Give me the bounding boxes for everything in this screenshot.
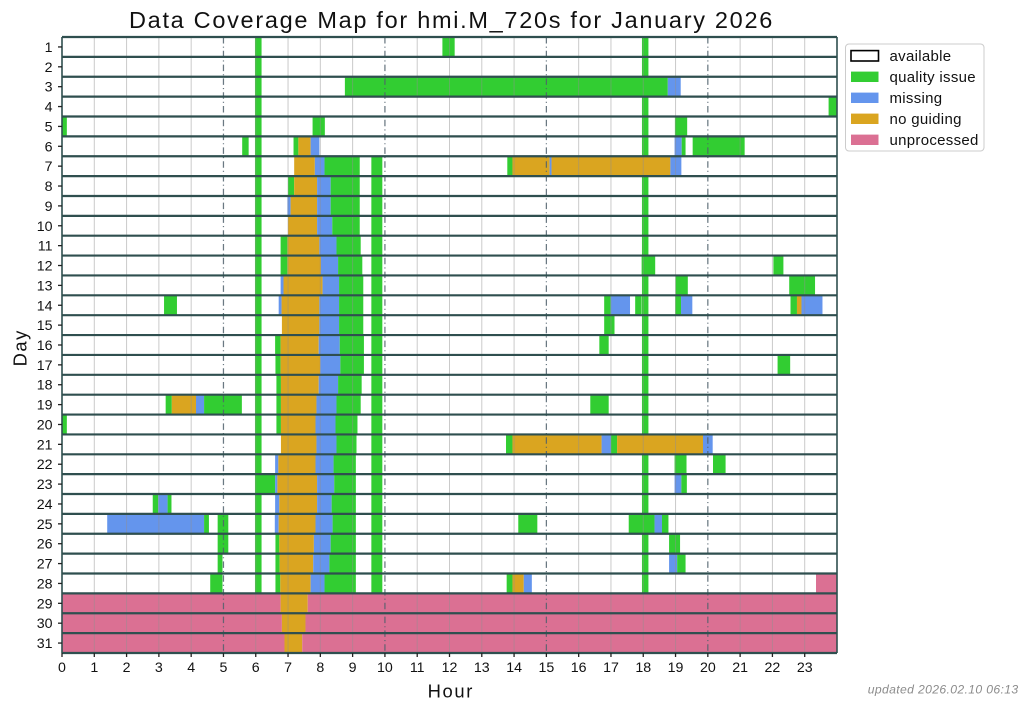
- svg-text:missing: missing: [890, 90, 943, 107]
- svg-text:6: 6: [252, 660, 260, 676]
- svg-text:14: 14: [37, 298, 53, 314]
- svg-text:Data Coverage Map for hmi.M_72: Data Coverage Map for hmi.M_720s for Jan…: [129, 7, 774, 33]
- svg-text:13: 13: [474, 660, 490, 676]
- svg-text:24: 24: [37, 497, 53, 513]
- svg-text:15: 15: [538, 660, 554, 676]
- svg-text:8: 8: [316, 660, 324, 676]
- svg-text:17: 17: [37, 358, 53, 374]
- svg-text:19: 19: [37, 398, 53, 414]
- svg-text:1: 1: [45, 40, 53, 56]
- svg-text:5: 5: [220, 660, 228, 676]
- svg-text:0: 0: [58, 660, 66, 676]
- svg-text:11: 11: [38, 239, 53, 255]
- svg-text:21: 21: [732, 660, 748, 676]
- svg-text:12: 12: [442, 660, 458, 676]
- svg-text:5: 5: [45, 119, 53, 135]
- svg-text:8: 8: [45, 179, 53, 195]
- svg-text:1: 1: [90, 660, 98, 676]
- svg-text:23: 23: [797, 660, 813, 676]
- svg-text:10: 10: [377, 660, 393, 676]
- svg-text:17: 17: [603, 660, 619, 676]
- svg-text:Hour: Hour: [428, 681, 474, 702]
- svg-text:25: 25: [37, 517, 53, 533]
- svg-text:available: available: [890, 48, 952, 65]
- svg-text:7: 7: [284, 660, 292, 676]
- svg-text:27: 27: [37, 557, 53, 573]
- svg-text:26: 26: [37, 537, 53, 553]
- svg-text:20: 20: [37, 417, 53, 433]
- svg-text:10: 10: [37, 219, 53, 235]
- svg-text:7: 7: [45, 159, 53, 175]
- svg-text:13: 13: [37, 278, 53, 294]
- svg-text:31: 31: [37, 636, 53, 652]
- svg-text:3: 3: [45, 80, 53, 96]
- svg-text:9: 9: [45, 199, 53, 215]
- svg-text:16: 16: [37, 338, 53, 354]
- svg-text:Day: Day: [10, 329, 31, 366]
- svg-text:16: 16: [571, 660, 587, 676]
- svg-text:20: 20: [700, 660, 716, 676]
- svg-text:18: 18: [37, 378, 53, 394]
- svg-text:18: 18: [635, 660, 651, 676]
- svg-text:3: 3: [155, 660, 163, 676]
- svg-text:12: 12: [37, 259, 53, 275]
- svg-text:22: 22: [37, 457, 53, 473]
- svg-text:updated 2026.02.10 06:13: updated 2026.02.10 06:13: [868, 683, 1019, 697]
- svg-text:9: 9: [349, 660, 357, 676]
- svg-text:11: 11: [410, 660, 425, 676]
- svg-text:22: 22: [765, 660, 781, 676]
- svg-text:28: 28: [37, 576, 53, 592]
- svg-text:no guiding: no guiding: [890, 111, 962, 128]
- svg-text:unprocessed: unprocessed: [890, 132, 979, 149]
- svg-text:6: 6: [45, 139, 53, 155]
- svg-text:quality issue: quality issue: [890, 69, 976, 86]
- svg-text:2: 2: [123, 660, 131, 676]
- svg-text:23: 23: [37, 477, 53, 493]
- svg-text:21: 21: [37, 437, 53, 453]
- svg-text:4: 4: [45, 100, 53, 116]
- svg-text:2: 2: [45, 60, 53, 76]
- svg-text:15: 15: [37, 318, 53, 334]
- svg-text:14: 14: [506, 660, 522, 676]
- svg-text:30: 30: [37, 616, 53, 632]
- svg-text:4: 4: [187, 660, 195, 676]
- svg-text:19: 19: [668, 660, 684, 676]
- svg-text:29: 29: [37, 596, 53, 612]
